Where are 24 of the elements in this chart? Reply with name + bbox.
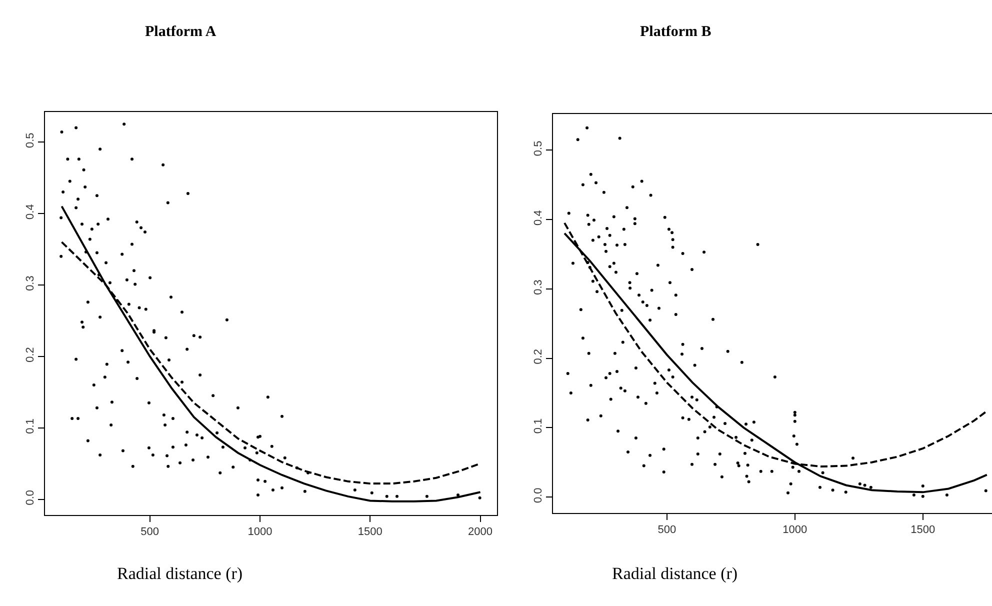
y-tick-label: 0.2 [24,347,37,362]
x-tick-label: 1500 [358,526,382,538]
y-tick-label: 0.4 [24,204,37,220]
x-tick-label: 1500 [910,524,936,536]
y-tick-label: 0.5 [24,132,37,148]
y-tick-label: 0.4 [532,210,545,226]
chart-title: Platform B [640,24,712,40]
x-tick-label: 2000 [468,526,492,538]
x-tick-label: 1000 [782,524,808,536]
y-tick-label: 0.1 [532,418,545,434]
y-tick-label: 0.2 [532,348,545,364]
y-tick-label: 0.1 [24,418,37,434]
x-tick-label: 1000 [248,526,272,538]
y-tick-label: 0.0 [24,490,37,506]
y-tick-label: 0.0 [532,488,545,504]
x-tick-label: 500 [140,526,160,538]
y-tick-label: 0.3 [532,280,545,295]
x-tick-label: 500 [658,524,676,536]
x-axis-title: Radial distance (r) [612,564,738,583]
line-series [60,205,482,502]
chart-title: Platform A [145,24,216,40]
x-axis-title: Radial distance (r) [117,564,243,583]
y-tick-label: 0.5 [532,140,545,156]
y-tick-label: 0.3 [24,276,37,291]
